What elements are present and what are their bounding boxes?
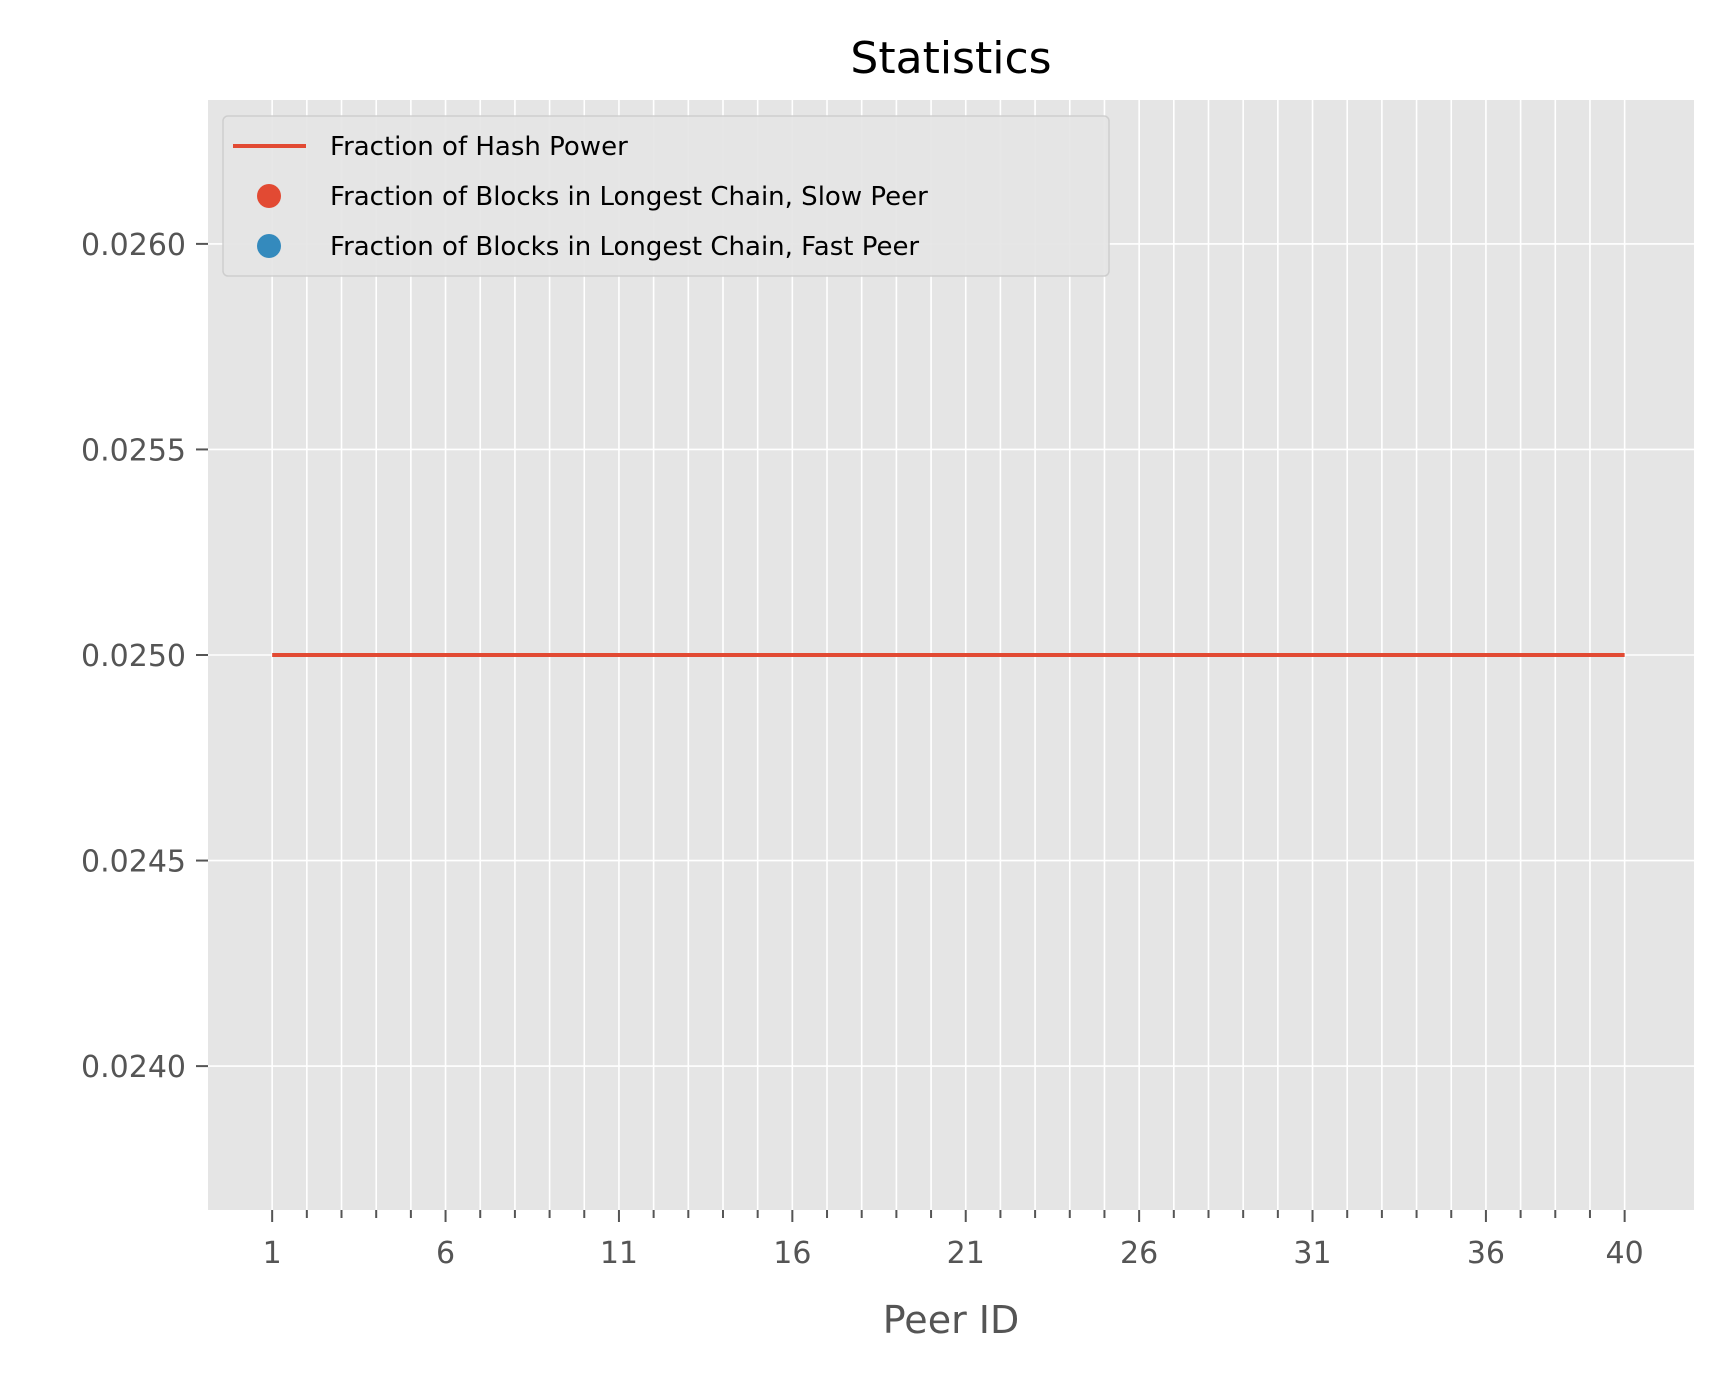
y-tick-label: 0.0255 — [81, 433, 186, 468]
x-tick-label: 26 — [1120, 1236, 1158, 1271]
legend-label: Fraction of Hash Power — [330, 132, 628, 162]
ticks: 1 6 11 16 21 26 31 36 400.02400.02450.02500.0255… — [81, 228, 1644, 1271]
y-tick-label: 0.0260 — [81, 228, 186, 263]
x-axis-label: Peer ID — [883, 1298, 1020, 1342]
x-tick-label: 16 — [773, 1236, 811, 1271]
chart-title: Statistics — [850, 33, 1051, 84]
y-tick-label: 0.0250 — [81, 639, 186, 674]
y-tick-label: 0.0245 — [81, 845, 186, 880]
x-tick-label: 31 — [1293, 1236, 1331, 1271]
legend-dot-marker — [257, 184, 281, 208]
x-tick-label: 36 — [1467, 1236, 1505, 1271]
legend-label: Fraction of Blocks in Longest Chain, Slo… — [330, 182, 928, 212]
x-tick-label: 11 — [600, 1236, 638, 1271]
legend-label: Fraction of Blocks in Longest Chain, Fas… — [330, 232, 919, 262]
x-tick-label: 6 — [436, 1236, 455, 1271]
legend: Fraction of Hash Power Fraction of Blocks… — [222, 115, 1110, 277]
x-tick-label: 1 — [263, 1236, 282, 1271]
legend-frame — [222, 115, 1110, 277]
x-tick-label: 40 — [1606, 1236, 1644, 1271]
y-tick-label: 0.0240 — [81, 1050, 186, 1085]
legend-dot-marker — [257, 234, 281, 258]
x-tick-label: 21 — [947, 1236, 985, 1271]
